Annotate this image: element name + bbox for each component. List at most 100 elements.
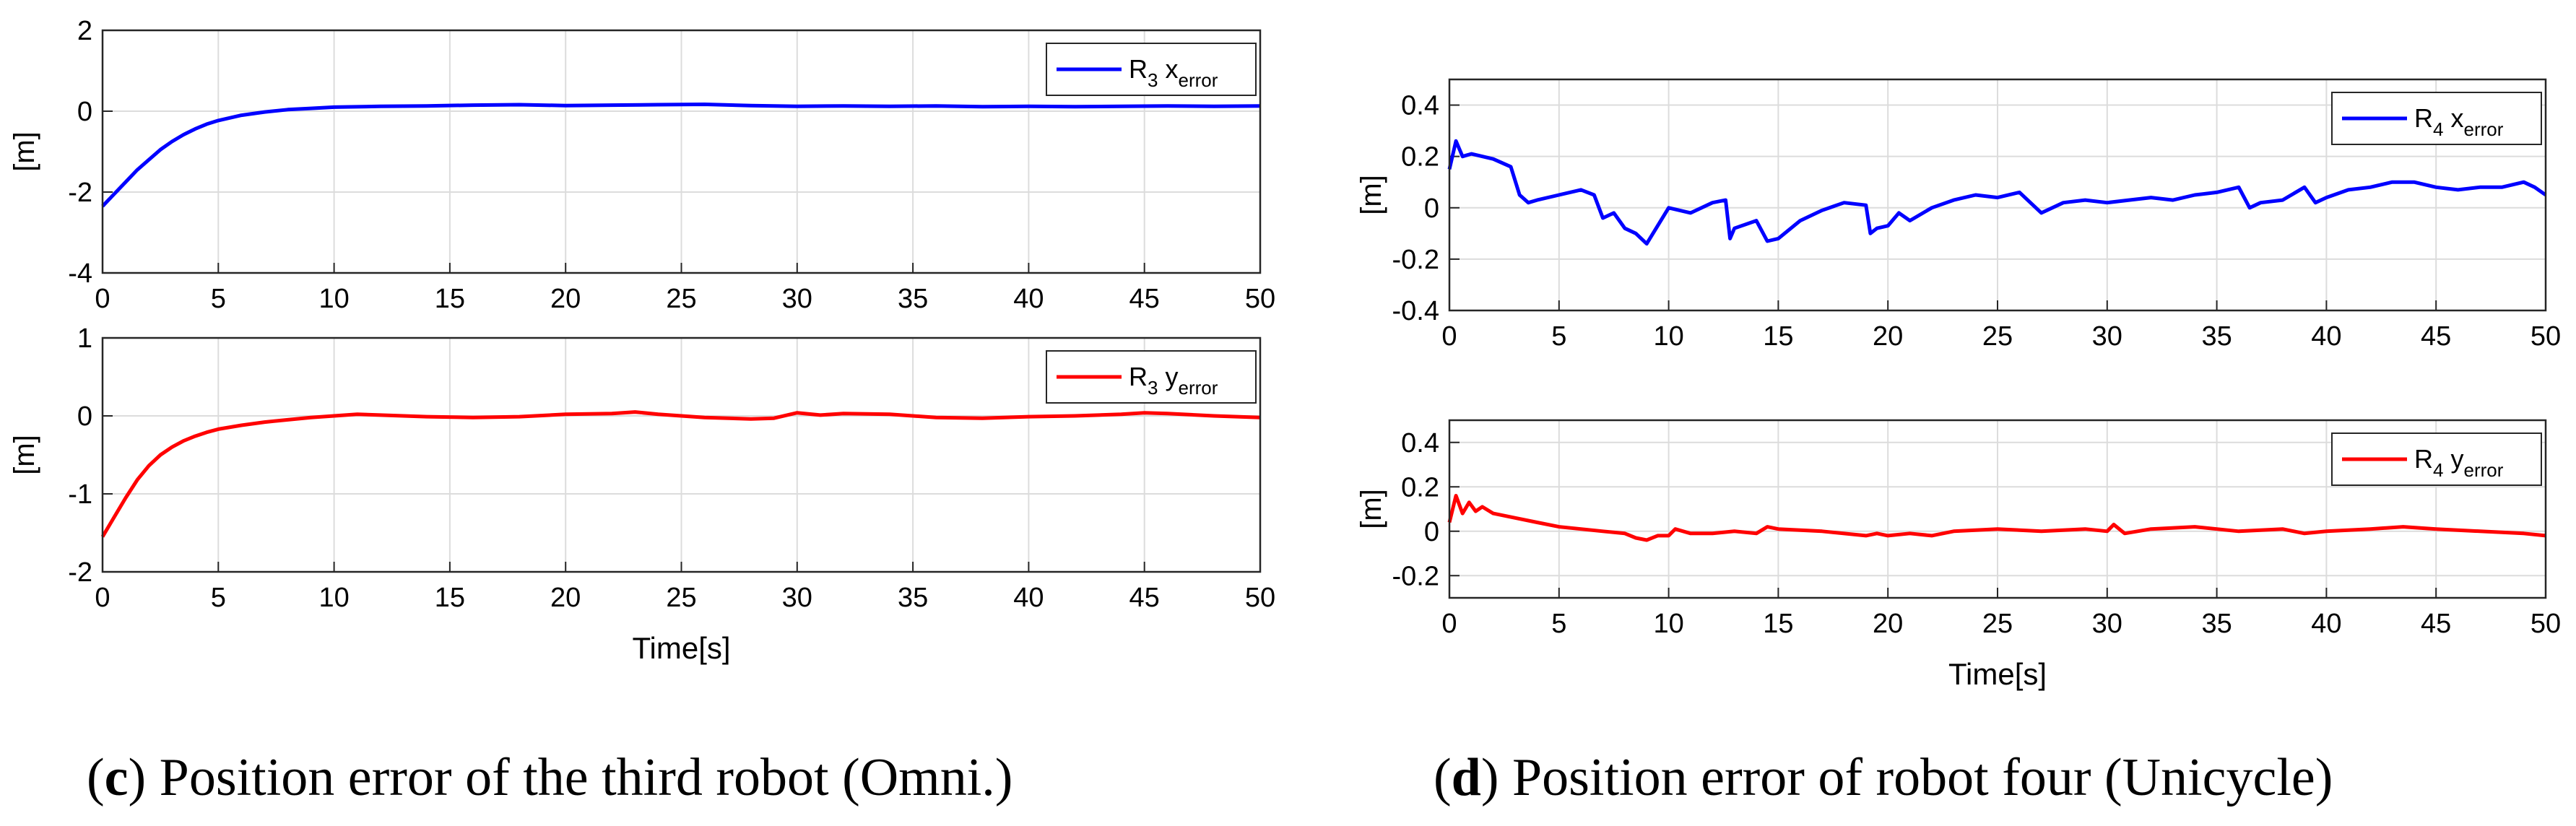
axes-box	[101, 29, 1262, 274]
x-tick-label: 45	[2421, 609, 2451, 639]
x-tick-label: 30	[782, 583, 812, 613]
legend-label: R3 yerror	[1129, 362, 1218, 399]
x-tick-label: 15	[1763, 321, 1793, 352]
legend-subscript: error	[1178, 69, 1218, 91]
y-tick-label: 0	[77, 97, 92, 127]
x-tick-label: 5	[211, 284, 226, 314]
x-tick-label: 50	[1245, 583, 1275, 613]
caption-d: (d) Position error of robot four (Unicyc…	[1434, 748, 2333, 807]
y-tick-label: 0.4	[1401, 91, 1439, 121]
legend-subscript: error	[2463, 459, 2503, 481]
y-tick-label: -0.4	[1392, 296, 1439, 326]
x-tick-label: 40	[1013, 284, 1044, 314]
x-tick-label: 15	[435, 583, 465, 613]
y-tick-label: 0	[1424, 517, 1439, 547]
x-tick-label: 20	[550, 583, 581, 613]
x-tick-label: 10	[1653, 609, 1683, 639]
x-tick-label: 40	[1013, 583, 1044, 613]
x-tick-label: 30	[2092, 321, 2122, 352]
y-tick-label: -0.2	[1392, 561, 1439, 591]
x-tick-label: 25	[666, 284, 696, 314]
x-tick-label: 10	[1653, 321, 1683, 352]
x-tick-label: 5	[1551, 321, 1566, 352]
x-tick-label: 45	[2421, 321, 2451, 352]
y-tick-label: -2	[68, 178, 92, 208]
y-tick-label: 0.2	[1401, 472, 1439, 503]
legend-subscript: 4	[2433, 118, 2443, 140]
legend-text: R	[2414, 444, 2433, 474]
y-tick-label: -4	[68, 258, 92, 289]
x-tick-label: 5	[1551, 609, 1566, 639]
legend-subscript: error	[1178, 377, 1218, 399]
legend-label: R4 yerror	[2414, 444, 2504, 481]
x-tick-label: 20	[550, 284, 581, 314]
y-tick-label: 0.2	[1401, 142, 1439, 173]
x-tick-label: 0	[95, 284, 110, 314]
caption-c-text: Position error of the third robot (Omni.…	[159, 748, 1013, 807]
data-series-line	[1447, 494, 2546, 542]
y-tick-label: 0	[77, 401, 92, 432]
x-tick-label: 20	[1873, 321, 1903, 352]
x-tick-label: 30	[782, 284, 812, 314]
caption-d-text: Position error of robot four (Unicycle)	[1512, 748, 2333, 807]
x-tick-label: 20	[1873, 609, 1903, 639]
legend-subscript: error	[2463, 118, 2503, 140]
legend-subscript: 3	[1148, 69, 1158, 91]
x-tick-label: 0	[1441, 321, 1457, 352]
legend-text: R	[1129, 54, 1148, 84]
legend-subscript: 3	[1148, 377, 1158, 399]
legend-subscript: 4	[2433, 459, 2443, 481]
axes-box	[1448, 419, 2547, 599]
legend-text: y	[2443, 444, 2463, 474]
y-axis-label: [m]	[1356, 175, 1387, 215]
axes-box	[101, 336, 1262, 573]
x-tick-label: 0	[1441, 609, 1457, 639]
chart-c-x-position-error: 0 5 10 15 20 25 30 35 40 45 50 -4 -2 0 2 [m] R3 xerror	[9, 16, 1275, 314]
x-tick-label: 40	[2311, 609, 2341, 639]
x-tick-label: 45	[1129, 284, 1160, 314]
axes-box	[1448, 78, 2547, 312]
x-tick-label: 15	[435, 284, 465, 314]
x-tick-label: 45	[1129, 583, 1160, 613]
x-tick-label: 40	[2311, 321, 2341, 352]
caption-c-letter: c	[104, 748, 129, 807]
y-tick-label: 2	[77, 16, 92, 46]
y-tick-label: -2	[68, 557, 92, 588]
legend-text: x	[1158, 54, 1178, 84]
x-tick-label: 50	[2531, 609, 2561, 639]
legend-text: R	[2414, 103, 2433, 133]
x-axis-label: Time[s]	[1948, 657, 2047, 691]
y-tick-label: 1	[77, 323, 92, 354]
chart-d-y-position-error: 0 5 10 15 20 25 30 35 40 45 50-0.200.20.4[m]Time[s…	[1356, 419, 2561, 691]
chart-c-y-position-error: 0 5 10 15 20 25 30 35 40 45 50 -2 -1 0 1 [m] Time[s] R3 y…	[9, 323, 1275, 665]
data-series-line	[1447, 139, 2547, 246]
y-tick-label: -1	[68, 479, 92, 510]
y-axis-label: [m]	[9, 435, 40, 475]
x-tick-label: 10	[318, 284, 349, 314]
x-axis-label: Time[s]	[632, 631, 730, 665]
x-tick-label: 50	[1245, 284, 1275, 314]
x-tick-label: 35	[2201, 609, 2232, 639]
x-tick-label: 0	[95, 583, 110, 613]
y-tick-label: 0	[1424, 194, 1439, 224]
x-tick-label: 35	[898, 284, 928, 314]
x-tick-label: 15	[1763, 609, 1793, 639]
y-axis-label: [m]	[1356, 489, 1387, 529]
data-series-line	[101, 103, 1261, 208]
legend-box	[1046, 43, 1257, 96]
legend-label: R3 xerror	[1129, 54, 1218, 91]
x-tick-label: 35	[2201, 321, 2232, 352]
caption-d-letter: d	[1451, 748, 1481, 807]
legend-text: R	[1129, 362, 1148, 391]
x-tick-label: 25	[666, 583, 696, 613]
legend-text: y	[1158, 362, 1178, 391]
y-axis-label: [m]	[9, 131, 40, 172]
y-tick-label: 0.4	[1401, 428, 1439, 458]
chart-d-x-position-error: 0 5 10 15 20 25 30 35 40 45 50 -0.4 -0.2 0 0.2 0.4 [m] R4…	[1356, 78, 2561, 352]
x-tick-label: 5	[211, 583, 226, 613]
x-tick-label: 50	[2531, 321, 2561, 352]
x-tick-label: 25	[1982, 321, 2013, 352]
x-tick-label: 10	[318, 583, 349, 613]
x-tick-label: 25	[1982, 609, 2013, 639]
